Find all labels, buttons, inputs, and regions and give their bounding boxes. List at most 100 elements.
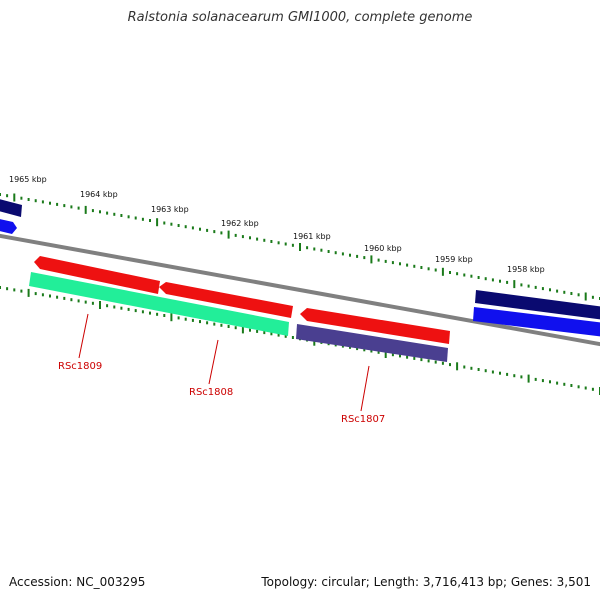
scale-minor-tick — [63, 296, 66, 300]
scale-minor-tick — [370, 349, 373, 353]
scale-minor-tick — [270, 332, 273, 336]
scale-minor-tick — [127, 307, 130, 311]
scale-minor-tick — [406, 355, 409, 359]
gene-navy-left-edge — [0, 199, 22, 217]
scale-minor-tick — [70, 298, 73, 302]
scale-minor-tick — [534, 377, 537, 381]
scale-minor-tick — [184, 317, 187, 321]
scale-minor-tick — [277, 241, 280, 245]
scale-minor-tick — [556, 289, 559, 293]
scale-minor-tick — [406, 263, 409, 267]
scale-minor-tick — [399, 262, 401, 266]
scale-minor-tick — [170, 222, 173, 226]
scale-minor-tick — [177, 316, 180, 320]
scale-minor-tick — [520, 375, 523, 379]
scale-minor-tick — [91, 209, 94, 213]
scale-minor-tick — [220, 231, 223, 235]
scale-major-tick — [13, 193, 16, 202]
scale-minor-tick — [91, 301, 94, 305]
scale-minor-tick — [120, 214, 123, 217]
scale-major-tick — [84, 205, 87, 214]
scale-minor-tick — [20, 196, 23, 200]
scale-minor-tick — [263, 331, 266, 335]
scale-minor-tick — [434, 360, 437, 364]
scale-minor-tick — [470, 366, 473, 370]
scale-minor-tick — [420, 266, 423, 269]
scale-minor-tick — [363, 348, 366, 352]
gene-blue-right-edge — [473, 307, 600, 337]
gene-aqua-rsc1808 — [29, 272, 289, 336]
scale-minor-tick — [84, 300, 87, 304]
leader-rsc1809 — [78, 313, 89, 359]
scale-minor-tick — [491, 370, 494, 374]
scale-minor-tick — [106, 211, 109, 215]
scale-minor-tick — [470, 274, 473, 278]
gene-slate-rsc1807 — [296, 324, 448, 362]
scale-minor-tick — [313, 247, 316, 251]
scale-minor-tick — [491, 278, 494, 282]
scale-minor-tick — [591, 295, 594, 299]
scale-minor-tick — [434, 268, 437, 272]
scale-minor-tick — [113, 212, 116, 216]
scale-minor-tick — [6, 287, 9, 291]
scale-minor-tick — [277, 333, 280, 337]
scale-minor-tick — [291, 243, 294, 247]
genome-backbone — [0, 233, 600, 347]
genome-title: Ralstonia solanacearum GMI1000, complete… — [127, 10, 473, 25]
scale-minor-tick — [384, 259, 387, 263]
gene-label-rsc1808: RSc1808 — [189, 387, 233, 398]
scale-minor-tick — [427, 359, 430, 363]
scale-minor-tick — [0, 193, 1, 196]
accession-label: Accession: NC_003295 — [9, 575, 146, 589]
scale-major-tick — [370, 255, 373, 264]
scale-major-tick — [513, 280, 516, 289]
scale-minor-tick — [577, 293, 580, 297]
scale-minor-tick — [41, 200, 44, 204]
scale-minor-tick — [206, 228, 209, 232]
scale-minor-tick — [291, 336, 294, 339]
gene-navy-right-edge — [475, 290, 600, 320]
gene-label-rsc1809: RSc1809 — [58, 361, 102, 372]
scale-minor-tick — [570, 292, 573, 295]
scale-minor-tick — [227, 325, 230, 328]
scale-minor-tick — [70, 205, 73, 209]
scale-minor-tick — [141, 310, 144, 314]
scale-major-tick — [527, 374, 530, 383]
scale-minor-tick — [199, 320, 201, 324]
scale-minor-tick — [141, 217, 144, 221]
scale-minor-tick — [56, 295, 59, 299]
scale-minor-tick — [541, 379, 544, 383]
scale-minor-tick — [306, 246, 309, 250]
scale-minor-tick — [284, 334, 287, 338]
scale-minor-tick — [49, 294, 51, 298]
scale-major-tick — [170, 313, 173, 322]
scale-minor-tick — [520, 283, 523, 287]
scale-minor-tick — [541, 287, 544, 291]
scale-minor-tick — [591, 387, 594, 391]
scale-label-1962: 1962 kbp — [221, 219, 259, 228]
scale-major-tick — [99, 301, 101, 309]
scale-minor-tick — [284, 242, 287, 246]
scale-minor-tick — [77, 206, 80, 210]
scale-minor-tick — [449, 363, 451, 367]
scale-label-1964: 1964 kbp — [80, 190, 118, 199]
scale-minor-tick — [163, 221, 166, 225]
leader-rsc1808 — [208, 339, 219, 385]
scale-label-1960: 1960 kbp — [364, 244, 402, 253]
scale-minor-tick — [449, 271, 451, 274]
gene-red-rsc1809 — [34, 256, 160, 294]
scale-minor-tick — [156, 312, 159, 316]
gene-label-rsc1807: RSc1807 — [341, 414, 385, 425]
scale-minor-tick — [206, 321, 209, 325]
scale-major-tick — [441, 267, 444, 276]
scale-minor-tick — [549, 288, 551, 292]
gene-red-rsc1808 — [159, 282, 293, 318]
scale-minor-tick — [577, 385, 580, 389]
scale-minor-tick — [41, 293, 44, 297]
scale-minor-tick — [213, 230, 216, 234]
leader-rsc1807 — [360, 365, 370, 412]
scale-major-tick — [227, 230, 230, 239]
scale-minor-tick — [477, 276, 480, 279]
outer-scale-ticks — [0, 193, 600, 301]
scale-minor-tick — [320, 248, 323, 252]
